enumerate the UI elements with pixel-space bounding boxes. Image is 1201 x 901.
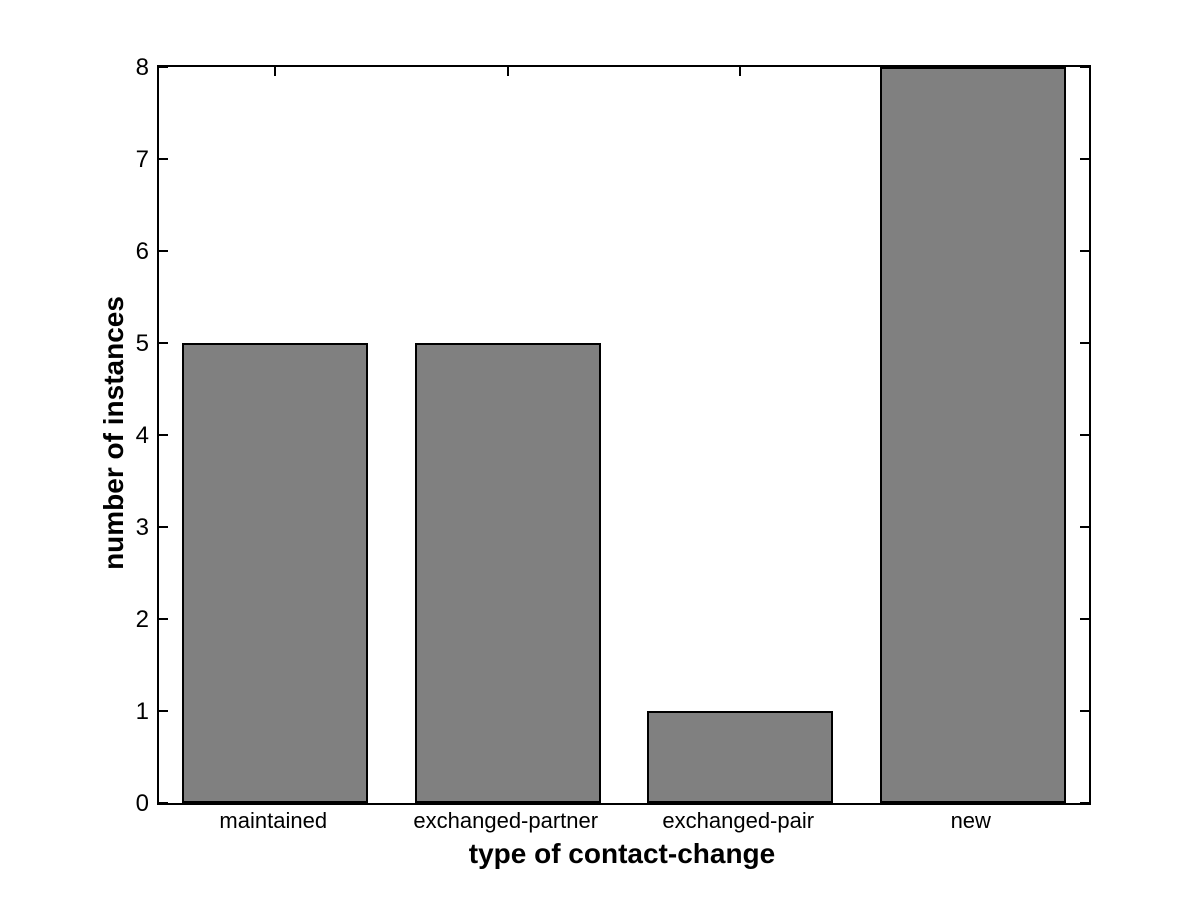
x-tick-label: maintained (219, 808, 328, 833)
x-tick-mark-top (274, 67, 276, 76)
y-tick-mark-right (1080, 250, 1089, 252)
y-tick-mark-right (1080, 342, 1089, 344)
x-tick-label: exchanged-pair (662, 808, 815, 833)
x-tick-label: new (950, 808, 991, 833)
bar-new (880, 67, 1066, 803)
y-tick-mark-left (159, 710, 168, 712)
y-tick-mark-right (1080, 802, 1089, 803)
bar-maintained (182, 343, 368, 803)
y-tick-mark-left (159, 434, 168, 436)
y-tick-mark-right (1080, 526, 1089, 528)
y-tick-mark-right (1080, 158, 1089, 160)
y-tick-mark-left (159, 67, 168, 68)
bar-exchanged-pair (647, 711, 833, 803)
y-tick-mark-left (159, 802, 168, 803)
y-tick-label: 1 (135, 698, 149, 725)
y-tick-mark-right (1080, 434, 1089, 436)
y-tick-label: 7 (135, 146, 149, 173)
bar-exchanged-partner (415, 343, 601, 803)
x-tick-label: exchanged-partner (413, 808, 599, 833)
y-tick-label: 4 (135, 422, 149, 449)
x-tick-mark-top (507, 67, 509, 76)
y-tick-mark-left (159, 342, 168, 344)
y-tick-label: 3 (135, 514, 149, 541)
y-tick-mark-left (159, 618, 168, 620)
y-tick-label: 8 (135, 54, 149, 81)
plot-area (157, 65, 1091, 805)
y-tick-label: 2 (135, 606, 149, 633)
y-tick-label: 5 (135, 330, 149, 357)
y-tick-label: 0 (135, 790, 149, 817)
y-tick-mark-right (1080, 67, 1089, 68)
y-tick-mark-left (159, 250, 168, 252)
y-tick-mark-left (159, 526, 168, 528)
x-tick-mark-top (739, 67, 741, 76)
x-axis-label: type of contact-change (468, 838, 776, 869)
y-tick-label: 6 (135, 238, 149, 265)
y-tick-mark-right (1080, 618, 1089, 620)
y-tick-mark-right (1080, 710, 1089, 712)
plot-inner-area (159, 67, 1089, 803)
y-tick-mark-left (159, 158, 168, 160)
